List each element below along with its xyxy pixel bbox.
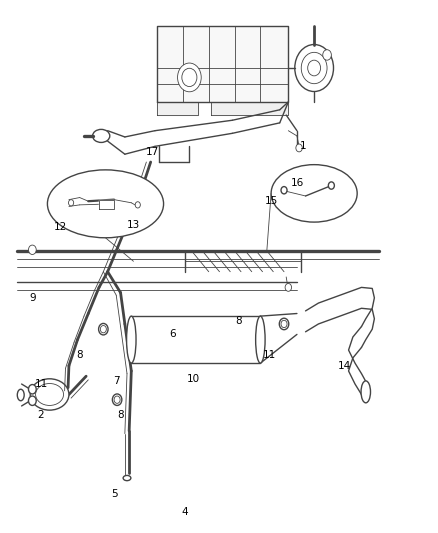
Polygon shape [305, 287, 374, 348]
Ellipse shape [135, 201, 140, 208]
Polygon shape [348, 327, 365, 402]
Text: 2: 2 [38, 410, 44, 421]
Ellipse shape [68, 200, 74, 206]
Polygon shape [210, 102, 288, 115]
Text: 8: 8 [76, 350, 83, 360]
Ellipse shape [322, 50, 331, 60]
Ellipse shape [279, 318, 288, 330]
Ellipse shape [92, 130, 110, 142]
Ellipse shape [295, 144, 302, 152]
Ellipse shape [280, 320, 286, 328]
Text: 6: 6 [169, 329, 175, 340]
Text: 17: 17 [146, 147, 159, 157]
Ellipse shape [100, 326, 106, 333]
Text: 13: 13 [127, 220, 140, 230]
Ellipse shape [307, 60, 320, 76]
Ellipse shape [28, 396, 36, 406]
Ellipse shape [35, 384, 64, 406]
Ellipse shape [123, 475, 131, 481]
Text: 11: 11 [34, 379, 47, 389]
Text: 5: 5 [110, 489, 117, 499]
Text: 1: 1 [300, 141, 306, 151]
Text: 8: 8 [117, 410, 124, 421]
Text: 14: 14 [337, 361, 350, 371]
Ellipse shape [177, 63, 201, 92]
Ellipse shape [126, 316, 136, 363]
Ellipse shape [284, 284, 291, 292]
Text: 16: 16 [290, 178, 303, 188]
Polygon shape [157, 102, 198, 115]
Polygon shape [131, 316, 260, 363]
Ellipse shape [47, 170, 163, 238]
Ellipse shape [17, 389, 24, 401]
Ellipse shape [99, 324, 108, 335]
Ellipse shape [280, 187, 286, 194]
Text: 9: 9 [29, 293, 35, 303]
Text: 8: 8 [235, 317, 242, 326]
Ellipse shape [181, 68, 197, 86]
Ellipse shape [30, 379, 69, 410]
Text: 10: 10 [187, 374, 200, 384]
Ellipse shape [328, 182, 334, 189]
Polygon shape [99, 200, 114, 209]
Text: 4: 4 [181, 507, 188, 517]
Text: 12: 12 [53, 222, 67, 232]
Ellipse shape [28, 245, 36, 254]
Polygon shape [157, 26, 288, 102]
Ellipse shape [300, 52, 326, 84]
Ellipse shape [271, 165, 357, 222]
Text: 15: 15 [264, 196, 277, 206]
Ellipse shape [112, 394, 122, 406]
Ellipse shape [28, 384, 36, 394]
Ellipse shape [360, 381, 370, 403]
Ellipse shape [255, 316, 265, 363]
Text: 11: 11 [262, 350, 275, 360]
Ellipse shape [294, 45, 333, 92]
Text: 7: 7 [113, 376, 119, 386]
Ellipse shape [114, 396, 120, 403]
